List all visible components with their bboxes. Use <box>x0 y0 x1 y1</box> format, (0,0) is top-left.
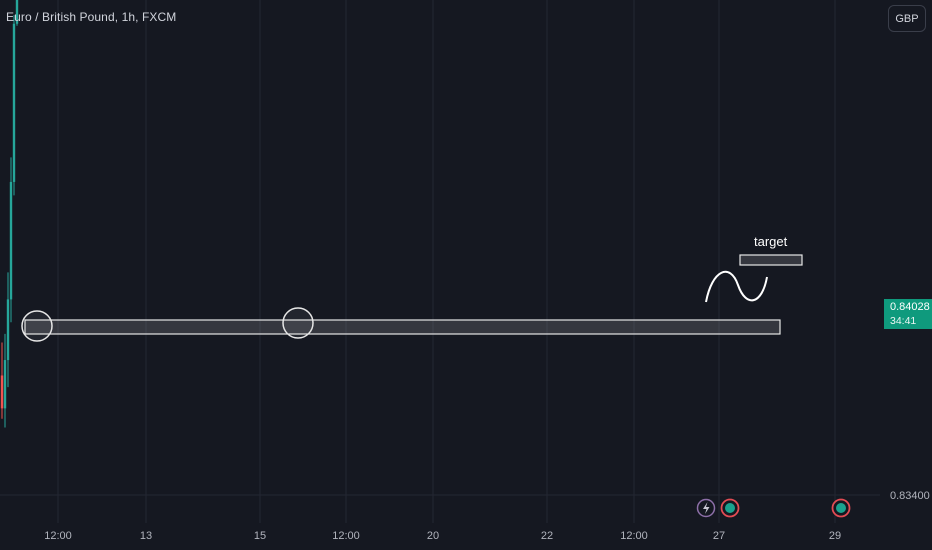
support-zone-rect[interactable] <box>24 319 781 335</box>
last-price-value: 0.84028 <box>890 301 930 313</box>
target-label[interactable]: target <box>754 234 788 249</box>
support-touch-circle[interactable] <box>282 307 314 339</box>
time-tick-label: 12:00 <box>620 530 648 542</box>
last-price-tag: 0.84028 34:41 <box>884 299 932 329</box>
price-tick-label: 0.83400 <box>890 490 930 502</box>
bar-countdown: 34:41 <box>890 315 917 327</box>
time-tick-label: 22 <box>541 530 553 542</box>
target-zone-rect[interactable] <box>739 254 803 266</box>
chart-grid <box>0 0 880 523</box>
earnings-icon[interactable] <box>720 498 740 518</box>
support-touch-circle[interactable] <box>21 310 53 342</box>
projection-curve[interactable] <box>705 271 768 303</box>
events-row <box>696 498 851 518</box>
candle-body <box>6 299 10 361</box>
price-axis[interactable]: 0.848000.846000.844000.842000.840000.838… <box>890 0 930 502</box>
time-tick-label: 12:00 <box>332 530 360 542</box>
candle-body <box>12 23 16 182</box>
chart-drawings: target <box>21 234 803 342</box>
time-tick-label: 12:00 <box>44 530 72 542</box>
candle-body <box>3 360 7 409</box>
time-tick-label: 13 <box>140 530 152 542</box>
candle-body <box>9 181 13 300</box>
time-tick-label: 27 <box>713 530 725 542</box>
earnings-icon[interactable] <box>831 498 851 518</box>
time-axis[interactable]: 12:00 13 15 12:00 20 22 12:00 27 29 <box>44 530 841 542</box>
lightning-icon[interactable] <box>696 498 716 518</box>
time-tick-label: 29 <box>829 530 841 542</box>
time-tick-label: 15 <box>254 530 266 542</box>
chart-title: Euro / British Pound, 1h, FXCM <box>6 10 177 24</box>
candle-body <box>0 375 4 409</box>
currency-button[interactable]: GBP <box>888 5 926 32</box>
candle-body <box>15 0 19 24</box>
time-tick-label: 20 <box>427 530 439 542</box>
candlestick-series <box>0 0 19 428</box>
